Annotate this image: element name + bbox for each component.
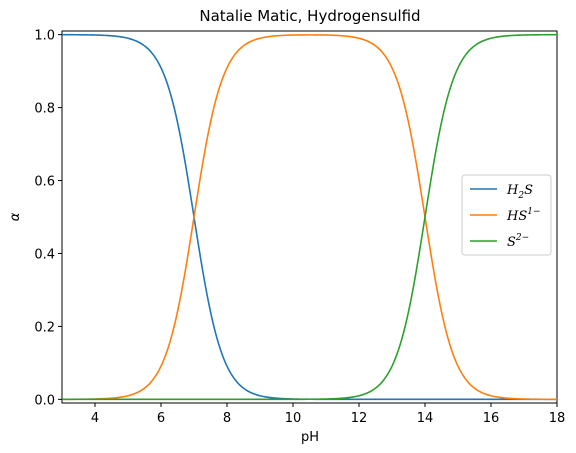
x-tick-label: 8 — [223, 411, 231, 426]
y-tick-label: 0.4 — [34, 247, 55, 262]
y-tick-label: 0.6 — [34, 175, 55, 190]
legend: H2S HS1− S2− — [461, 174, 552, 256]
series-line-1 — [61, 34, 558, 401]
x-ticks: 4 6 8 10 12 14 16 18 — [91, 403, 565, 426]
x-tick-label: 18 — [549, 411, 566, 426]
plot-area: 4 6 8 10 12 14 16 18 0.0 0.2 0.4 0.6 0.8 1.0 — [34, 29, 565, 426]
x-tick-label: 4 — [91, 411, 99, 426]
x-tick-label: 6 — [157, 411, 165, 426]
plot-frame — [61, 30, 558, 404]
legend-entry-1: HS1− — [506, 207, 541, 224]
chart-title: Natalie Matic, Hydrogensulfid — [199, 7, 420, 25]
series-layer — [61, 33, 558, 401]
y-tick-label: 0.8 — [34, 102, 55, 117]
y-axis-title: α — [8, 212, 23, 221]
series-line-2 — [62, 33, 558, 401]
x-tick-label: 10 — [285, 411, 302, 426]
x-tick-label: 16 — [483, 411, 500, 426]
y-tick-label: 0.2 — [34, 320, 55, 335]
y-ticks: 0.0 0.2 0.4 0.6 0.8 1.0 — [34, 29, 62, 408]
x-axis-title: pH — [301, 430, 319, 445]
legend-entry-2: S2− — [507, 233, 529, 250]
x-tick-label: 12 — [351, 411, 368, 426]
y-tick-label: 1.0 — [34, 29, 55, 44]
legend-entry-0: H2S — [506, 183, 533, 201]
y-tick-label: 0.0 — [34, 393, 55, 408]
legend-frame — [461, 174, 552, 256]
x-tick-label: 14 — [417, 411, 434, 426]
